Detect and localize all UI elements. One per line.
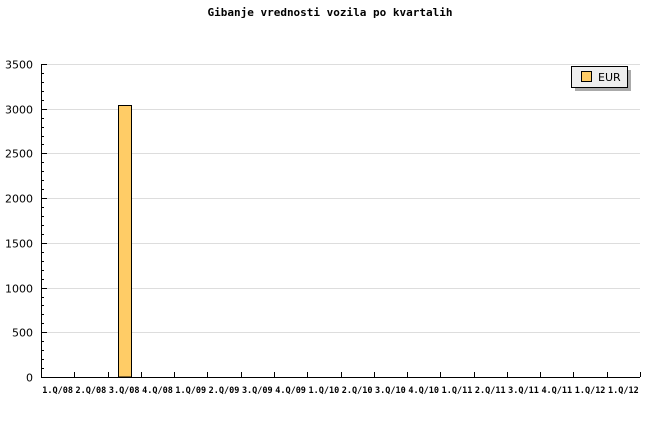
y-tick-label: 3000 — [5, 104, 33, 117]
x-tick-label: 1.Q/12 — [575, 386, 606, 396]
x-tick-label: 2.Q/09 — [209, 386, 240, 396]
y-tick-label: 1000 — [5, 283, 33, 296]
y-tick-label: 3500 — [5, 59, 33, 72]
y-tick-label: 500 — [12, 327, 33, 340]
y-tick-label: 1500 — [5, 238, 33, 251]
x-tick-label: 4.Q/09 — [275, 386, 306, 396]
bar-3.Q/08 — [118, 105, 132, 378]
x-tick-label: 2.Q/08 — [76, 386, 107, 396]
x-tick-label: 3.Q/10 — [375, 386, 406, 396]
legend-swatch — [581, 71, 592, 82]
x-tick-label: 1.Q/09 — [175, 386, 206, 396]
chart-title: Gibanje vrednosti vozila po kvartalih — [207, 6, 452, 19]
y-tick-label: 0 — [26, 372, 33, 385]
y-tick-label: 2000 — [5, 193, 33, 206]
x-tick-label: 1.Q/10 — [309, 386, 340, 396]
legend: EUR — [571, 66, 631, 91]
x-tick-label: 3.Q/11 — [508, 386, 539, 396]
x-tick-label: 2.Q/10 — [342, 386, 373, 396]
legend-label: EUR — [598, 71, 621, 84]
x-tick-label: 4.Q/10 — [408, 386, 439, 396]
x-tick-label: 2.Q/11 — [475, 386, 506, 396]
y-tick-label: 2500 — [5, 148, 33, 161]
x-tick-label: 1.Q/11 — [442, 386, 473, 396]
x-tick-label: 4.Q/08 — [142, 386, 173, 396]
x-tick-label: 3.Q/09 — [242, 386, 273, 396]
x-tick-label: 1.Q/12 — [608, 386, 639, 396]
x-tick-label: 1.Q/08 — [42, 386, 73, 396]
x-tick-label: 4.Q/11 — [541, 386, 572, 396]
x-tick-label: 3.Q/08 — [109, 386, 140, 396]
